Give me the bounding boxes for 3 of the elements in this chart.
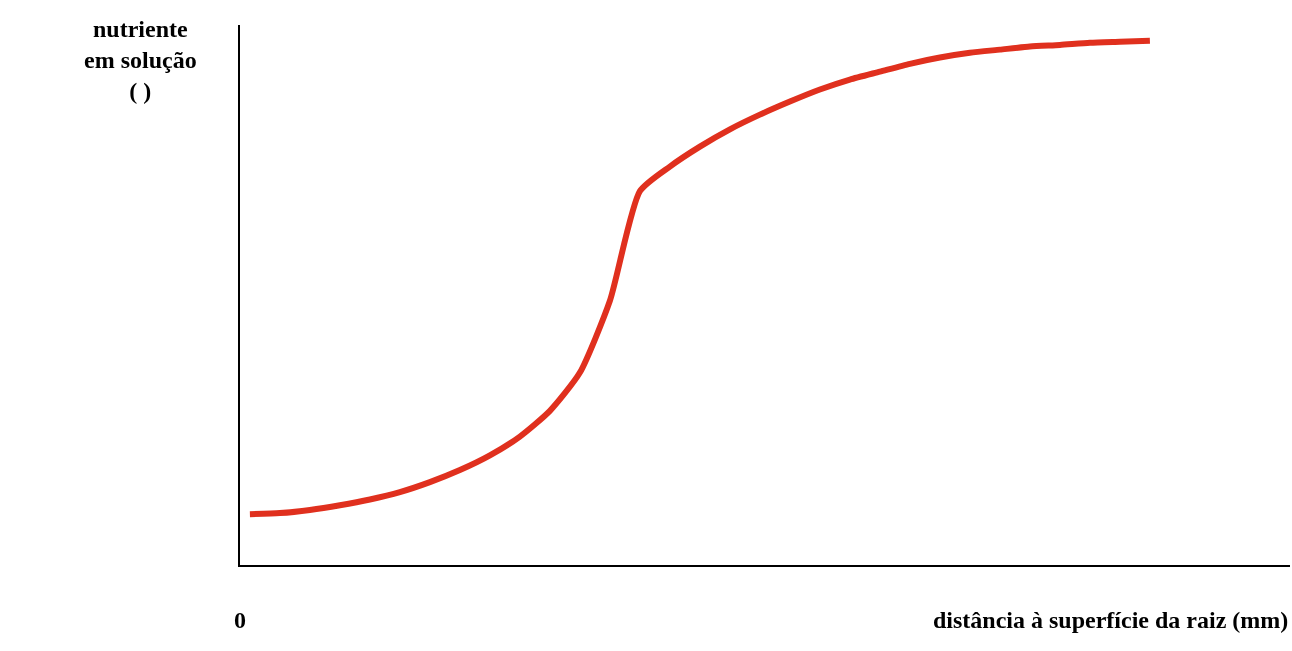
- y-axis-title: nutriente em solução ( ): [84, 16, 197, 105]
- text: 0: [234, 607, 246, 633]
- x-axis-title: distância à superfície da raiz (mm): [933, 607, 1289, 633]
